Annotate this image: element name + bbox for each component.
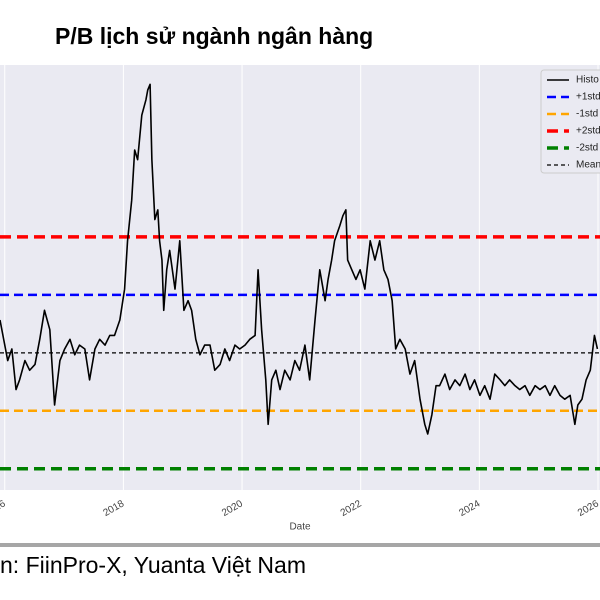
legend-label: -2std (576, 143, 598, 154)
legend-label: +1std (576, 92, 600, 103)
plot-background (0, 65, 600, 490)
x-tick-label: 2018 (101, 498, 126, 519)
x-tick-label: 2016 (0, 498, 8, 519)
x-axis-label: Date (289, 522, 311, 533)
separator (0, 543, 600, 547)
source: n: FiinPro-X, Yuanta Việt Nam (0, 552, 306, 578)
history-line (0, 83, 599, 435)
x-tick-label: 2024 (457, 498, 482, 519)
x-tick-label: 2022 (339, 498, 364, 519)
chart-title: P/B lịch sử ngành ngân hàng (55, 23, 373, 49)
legend-label: +2std (576, 126, 600, 137)
legend: Histo +1std -1std +2std -2std Mean (540, 69, 600, 174)
marks (0, 83, 600, 471)
legend-label: -1std (576, 109, 598, 120)
x-tick-label: 2026 (576, 498, 600, 519)
legend-label: Mean (576, 160, 600, 171)
legend-label: Histo (576, 75, 599, 86)
x-tick-label: 2020 (220, 498, 245, 519)
